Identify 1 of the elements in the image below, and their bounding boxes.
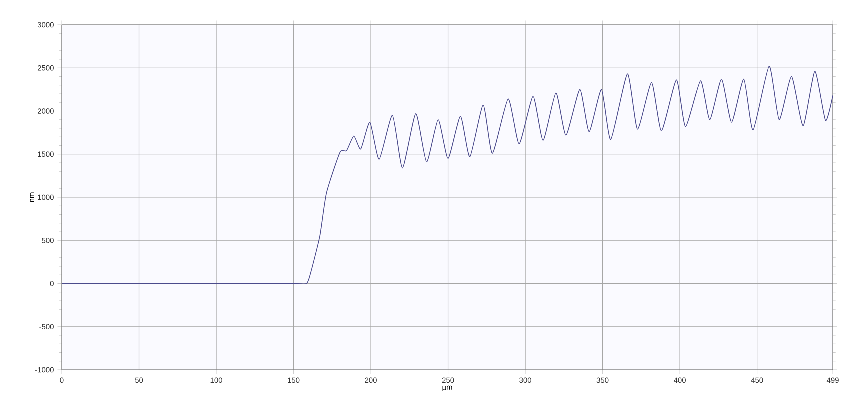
line-series bbox=[62, 66, 834, 284]
